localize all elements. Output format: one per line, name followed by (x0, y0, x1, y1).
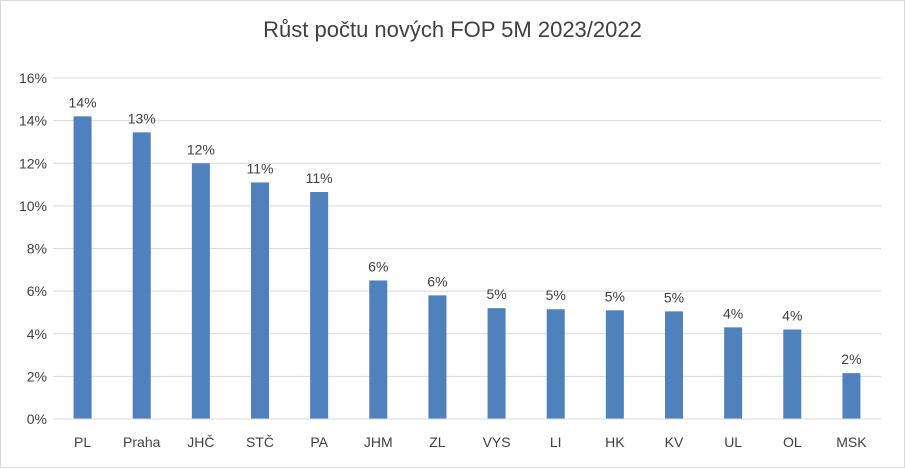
x-tick-label: UL (724, 434, 742, 450)
bar (546, 309, 565, 419)
y-tick-label: 16% (19, 70, 47, 86)
x-tick-label: MSK (836, 434, 867, 450)
data-label: 5% (664, 289, 684, 305)
data-label: 5% (605, 288, 625, 304)
y-tick-label: 12% (19, 155, 47, 171)
bar (783, 329, 802, 419)
x-tick-label: PA (310, 434, 328, 450)
bar (724, 327, 743, 419)
x-tick-label: Praha (123, 434, 161, 450)
data-label: 12% (187, 141, 215, 157)
y-tick-label: 8% (27, 241, 47, 257)
bar (369, 280, 388, 419)
y-tick-label: 0% (27, 411, 47, 427)
x-tick-label: JHM (364, 434, 393, 450)
y-tick-label: 6% (27, 283, 47, 299)
bar (191, 163, 210, 419)
bar (428, 295, 447, 419)
data-label: 4% (782, 307, 802, 323)
data-label: 13% (128, 110, 156, 126)
data-label: 2% (841, 351, 861, 367)
bar (132, 132, 151, 420)
bar (310, 192, 329, 419)
x-tick-label: PL (74, 434, 91, 450)
y-tick-label: 14% (19, 113, 47, 129)
chart-title: Růst počtu nových FOP 5M 2023/2022 (263, 17, 642, 42)
x-tick-label: JHČ (187, 434, 214, 450)
data-label: 5% (546, 287, 566, 303)
data-label: 4% (723, 305, 743, 321)
bar (605, 310, 624, 419)
x-tick-label: LI (550, 434, 562, 450)
bar (73, 116, 92, 420)
y-tick-label: 4% (27, 326, 47, 342)
data-label: 6% (368, 258, 388, 274)
bar (487, 308, 506, 419)
x-tick-label: KV (665, 434, 684, 450)
y-tick-label: 2% (27, 368, 47, 384)
data-label: 14% (69, 94, 97, 110)
x-tick-label: OL (783, 434, 802, 450)
x-tick-label: VYS (483, 434, 511, 450)
data-label: 5% (486, 286, 506, 302)
x-tick-label: ZL (429, 434, 446, 450)
data-label: 11% (306, 170, 333, 186)
bar (251, 182, 269, 419)
x-tick-label: STČ (246, 434, 274, 450)
data-label: 11% (247, 160, 274, 176)
bar (665, 311, 683, 419)
bar (842, 373, 861, 419)
x-tick-label: HK (605, 434, 625, 450)
y-tick-label: 10% (19, 198, 47, 214)
data-label: 6% (427, 273, 447, 289)
